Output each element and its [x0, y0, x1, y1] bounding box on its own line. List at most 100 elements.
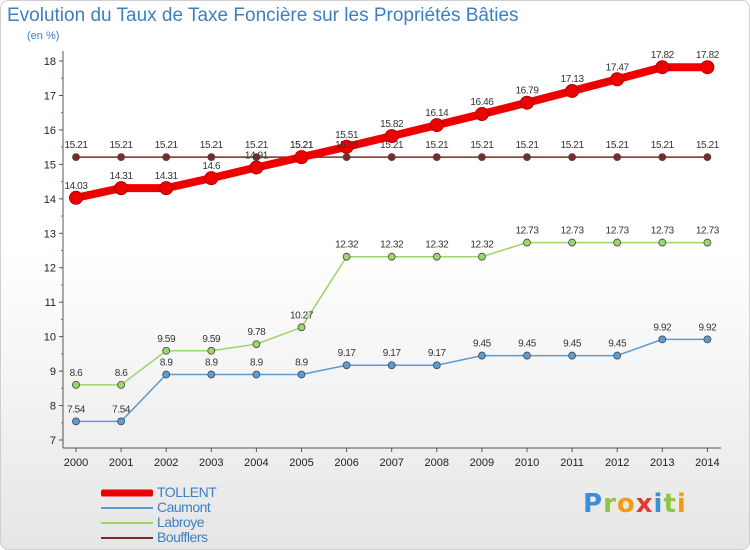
data-point-tollent[interactable]	[294, 150, 309, 165]
data-point-labroye[interactable]	[207, 346, 216, 355]
data-point-tollent[interactable]	[339, 139, 354, 154]
data-point-tollent[interactable]	[114, 181, 129, 196]
data-point-boufflers[interactable]	[658, 153, 667, 162]
proxiti-logo[interactable]: Proxiti	[583, 489, 687, 519]
data-point-labroye[interactable]	[703, 238, 712, 247]
x-tick-label: 2001	[109, 457, 133, 469]
data-point-tollent[interactable]	[655, 60, 670, 75]
data-point-tollent[interactable]	[474, 107, 489, 122]
data-point-labroye[interactable]	[297, 323, 306, 332]
logo-letter: i	[653, 489, 664, 519]
data-point-caumont[interactable]	[252, 370, 261, 379]
data-point-labroye[interactable]	[432, 252, 441, 261]
data-point-boufflers[interactable]	[477, 153, 486, 162]
data-label-caumont: 7.54	[67, 404, 86, 415]
data-label-boufflers: 15.21	[651, 140, 675, 151]
data-point-caumont[interactable]	[477, 351, 486, 360]
data-label-labroye: 12.73	[561, 226, 585, 237]
y-tick-label: 10	[44, 332, 56, 344]
data-point-tollent[interactable]	[204, 171, 219, 186]
data-point-caumont[interactable]	[523, 351, 531, 360]
data-point-boufflers[interactable]	[387, 153, 396, 162]
legend-item-labroye[interactable]: Labroye	[101, 515, 301, 530]
legend-item-boufflers[interactable]: Boufflers	[101, 530, 301, 545]
legend-item-tollent[interactable]: TOLLENT	[101, 485, 301, 500]
data-label-tollent: 14.03	[64, 181, 88, 192]
data-label-caumont: 9.17	[428, 348, 447, 359]
data-point-caumont[interactable]	[387, 361, 396, 370]
data-point-caumont[interactable]	[117, 417, 125, 426]
y-tick-label: 17	[44, 90, 56, 102]
data-point-tollent[interactable]	[69, 190, 83, 205]
data-point-labroye[interactable]	[613, 238, 622, 247]
x-tick-label: 2003	[199, 457, 223, 469]
data-point-boufflers[interactable]	[523, 153, 531, 162]
data-point-tollent[interactable]	[159, 181, 174, 196]
data-point-caumont[interactable]	[207, 370, 216, 379]
y-tick-label: 16	[44, 125, 56, 137]
data-label-caumont: 8.9	[295, 358, 309, 369]
data-point-tollent[interactable]	[700, 60, 715, 75]
data-label-labroye: 8.6	[70, 368, 84, 379]
data-label-labroye: 8.6	[115, 368, 129, 379]
data-point-caumont[interactable]	[658, 335, 667, 344]
data-point-tollent[interactable]	[249, 160, 264, 175]
data-label-caumont: 7.54	[112, 404, 131, 415]
data-point-tollent[interactable]	[384, 129, 399, 144]
data-label-tollent: 17.47	[606, 62, 630, 73]
x-tick-label: 2000	[64, 457, 88, 469]
data-point-tollent[interactable]	[429, 118, 444, 133]
data-point-caumont[interactable]	[568, 351, 576, 360]
data-point-caumont[interactable]	[297, 370, 306, 379]
data-point-boufflers[interactable]	[117, 153, 125, 162]
x-tick-label: 2012	[605, 457, 629, 469]
data-point-tollent[interactable]	[520, 95, 534, 110]
data-point-boufflers[interactable]	[432, 153, 441, 162]
x-tick-label: 2013	[650, 457, 674, 469]
data-point-boufflers[interactable]	[613, 153, 622, 162]
chart-subtitle: (en %)	[27, 30, 60, 42]
y-tick-label: 18	[44, 56, 56, 68]
x-tick-label: 2005	[289, 457, 313, 469]
data-point-boufflers[interactable]	[703, 153, 712, 162]
data-label-labroye: 12.73	[606, 226, 630, 237]
data-point-labroye[interactable]	[342, 252, 351, 261]
data-point-labroye[interactable]	[477, 252, 486, 261]
data-label-boufflers: 15.21	[290, 140, 314, 151]
data-point-labroye[interactable]	[162, 346, 171, 355]
data-label-tollent: 14.31	[155, 171, 179, 182]
data-point-labroye[interactable]	[387, 252, 396, 261]
data-point-tollent[interactable]	[610, 72, 625, 87]
data-label-labroye: 12.73	[515, 226, 539, 237]
data-point-tollent[interactable]	[565, 83, 580, 98]
data-point-caumont[interactable]	[432, 361, 441, 370]
data-label-caumont: 9.17	[338, 348, 357, 359]
data-point-caumont[interactable]	[162, 370, 171, 379]
data-label-tollent: 16.46	[470, 97, 494, 108]
data-point-caumont[interactable]	[613, 351, 622, 360]
data-point-boufflers[interactable]	[207, 153, 216, 162]
data-point-boufflers[interactable]	[568, 153, 576, 162]
data-point-labroye[interactable]	[523, 238, 531, 247]
legend: TOLLENT Caumont Labroye Boufflers	[101, 485, 301, 545]
data-point-boufflers[interactable]	[162, 153, 171, 162]
data-point-labroye[interactable]	[72, 380, 80, 389]
data-label-caumont: 8.9	[250, 358, 264, 369]
data-point-caumont[interactable]	[72, 417, 80, 426]
legend-item-caumont[interactable]: Caumont	[101, 500, 301, 515]
data-point-boufflers[interactable]	[72, 153, 80, 162]
axes: 7 8 9 10 11 12 13 14 15 16 17 18 2000 2001 2002 2003 200…	[44, 51, 721, 469]
data-point-labroye[interactable]	[658, 238, 667, 247]
data-point-caumont[interactable]	[703, 335, 712, 344]
data-point-caumont[interactable]	[342, 361, 351, 370]
data-point-labroye[interactable]	[252, 340, 261, 349]
logo-letter: x	[635, 489, 654, 519]
data-point-boufflers[interactable]	[342, 153, 351, 162]
data-point-labroye[interactable]	[568, 238, 576, 247]
legend-swatch-boufflers	[101, 536, 153, 539]
data-label-tollent: 14.91	[245, 150, 269, 161]
data-point-labroye[interactable]	[117, 380, 125, 389]
series-labroye	[72, 238, 712, 389]
data-label-labroye: 9.59	[157, 334, 176, 345]
